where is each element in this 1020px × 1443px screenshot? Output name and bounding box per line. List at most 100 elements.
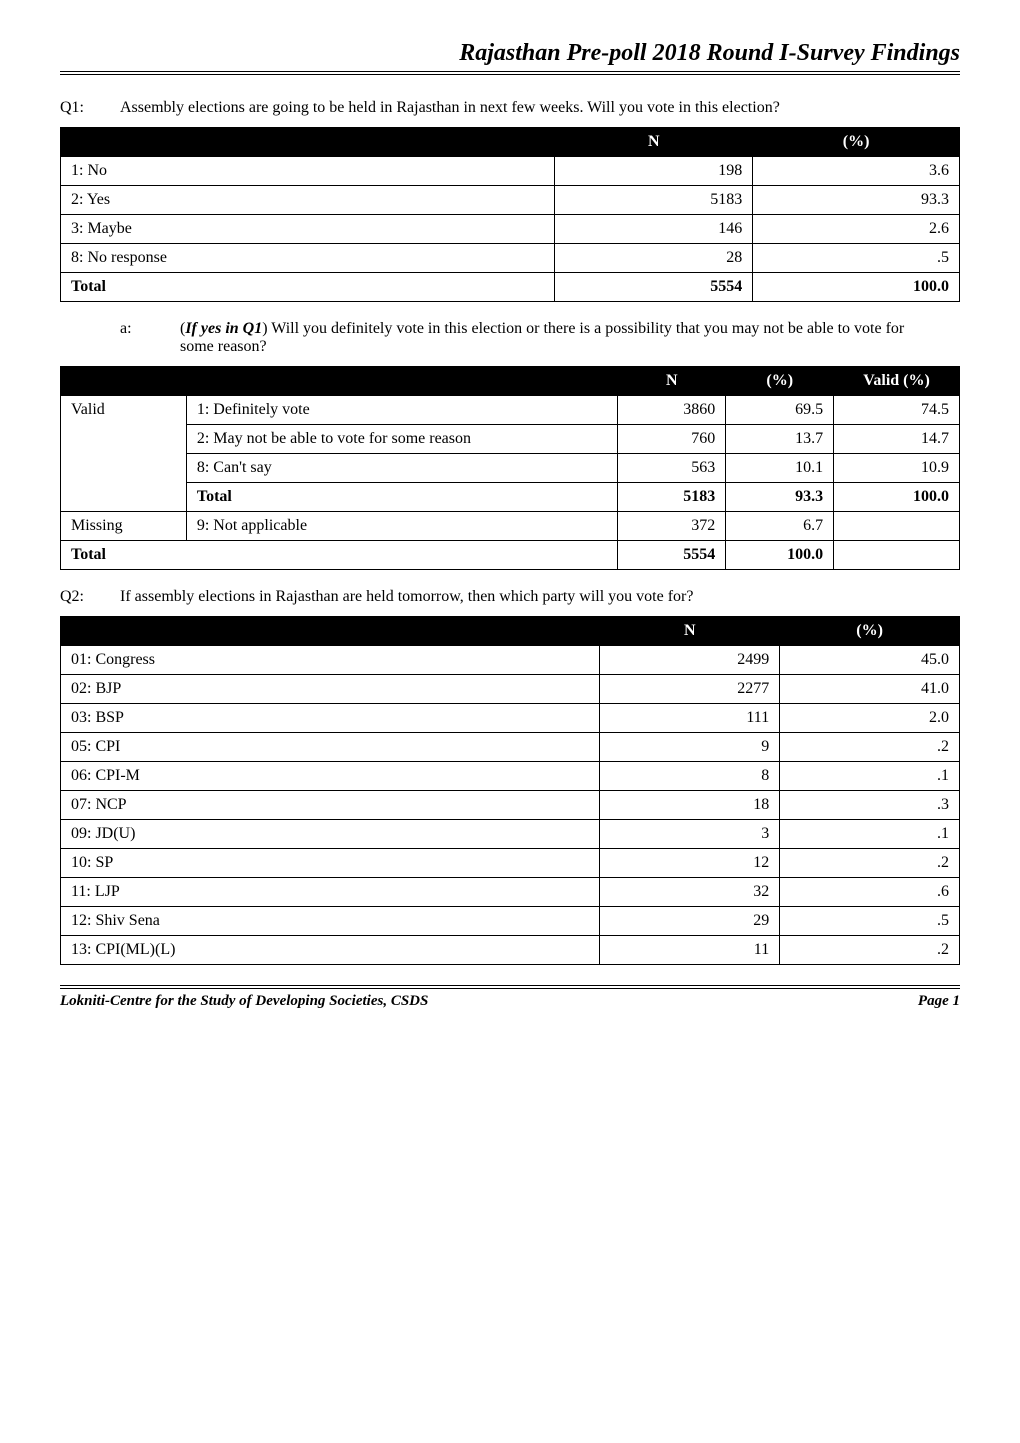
cell-n: 111 xyxy=(600,704,780,733)
cell-n: 5554 xyxy=(618,541,726,570)
cell-pct: .1 xyxy=(780,820,960,849)
cell-n: 28 xyxy=(555,244,753,273)
cell-pct: .5 xyxy=(780,907,960,936)
table-row-total: Total 5554 100.0 xyxy=(61,541,960,570)
cell-n: 760 xyxy=(618,425,726,454)
cell-label: 1: Definitely vote xyxy=(186,396,618,425)
table-row: 09: JD(U) 3 .1 xyxy=(61,820,960,849)
q2-block: Q2: If assembly elections in Rajasthan a… xyxy=(60,588,960,606)
q1-label: Q1: xyxy=(60,99,120,117)
cell-label: 2: May not be able to vote for some reas… xyxy=(186,425,618,454)
cell-pct: 45.0 xyxy=(780,646,960,675)
cell-n: 2277 xyxy=(600,675,780,704)
table-row: Valid 1: Definitely vote 3860 69.5 74.5 xyxy=(61,396,960,425)
cell-group: Missing xyxy=(61,512,187,541)
cell-label: 13: CPI(ML)(L) xyxy=(61,936,600,965)
q1-text: Assembly elections are going to be held … xyxy=(120,99,960,117)
cell-n: 3860 xyxy=(618,396,726,425)
table-row: 8: No response 28 .5 xyxy=(61,244,960,273)
cell-pct: 100.0 xyxy=(726,541,834,570)
cell-pct: 2.0 xyxy=(780,704,960,733)
footer-left: Lokniti-Centre for the Study of Developi… xyxy=(60,993,428,1010)
table-row-total: Total 5183 93.3 100.0 xyxy=(61,483,960,512)
cell-n: 5554 xyxy=(555,273,753,302)
cell-label: 03: BSP xyxy=(61,704,600,733)
cell-valid: 74.5 xyxy=(834,396,960,425)
table-header-row: N (%) Valid (%) xyxy=(61,367,960,396)
th-pct: (%) xyxy=(780,617,960,646)
cell-label: 12: Shiv Sena xyxy=(61,907,600,936)
cell-label: 9: Not applicable xyxy=(186,512,618,541)
cell-n: 29 xyxy=(600,907,780,936)
q2-text: If assembly elections in Rajasthan are h… xyxy=(120,588,960,606)
cell-n: 146 xyxy=(555,215,753,244)
th-blank xyxy=(61,128,555,157)
q1a-table: N (%) Valid (%) Valid 1: Definitely vote… xyxy=(60,366,960,570)
table-row: 12: Shiv Sena 29 .5 xyxy=(61,907,960,936)
cell-valid: 100.0 xyxy=(834,483,960,512)
table-row: 03: BSP 111 2.0 xyxy=(61,704,960,733)
table-row: 07: NCP 18 .3 xyxy=(61,791,960,820)
th-pct: (%) xyxy=(753,128,960,157)
q2-table: N (%) 01: Congress 2499 45.0 02: BJP 227… xyxy=(60,616,960,965)
th-blank xyxy=(61,367,187,396)
cell-pct: .2 xyxy=(780,936,960,965)
cell-valid: 14.7 xyxy=(834,425,960,454)
table-row: 2: Yes 5183 93.3 xyxy=(61,186,960,215)
table-row: 2: May not be able to vote for some reas… xyxy=(61,425,960,454)
page-title: Rajasthan Pre-poll 2018 Round I-Survey F… xyxy=(60,40,960,67)
q1a-emph: If yes in Q1 xyxy=(185,320,262,337)
table-header-row: N (%) xyxy=(61,617,960,646)
cell-pct: .2 xyxy=(780,849,960,878)
cell-pct: 69.5 xyxy=(726,396,834,425)
q1a-label: a: xyxy=(120,320,180,356)
cell-pct: .2 xyxy=(780,733,960,762)
q1a-suffix: ) Will you definitely vote in this elect… xyxy=(180,320,904,355)
th-n: N xyxy=(618,367,726,396)
th-blank xyxy=(61,617,600,646)
q1a-text: (If yes in Q1) Will you definitely vote … xyxy=(180,320,960,356)
cell-pct: 6.7 xyxy=(726,512,834,541)
cell-pct: 41.0 xyxy=(780,675,960,704)
cell-pct: .3 xyxy=(780,791,960,820)
cell-pct: 2.6 xyxy=(753,215,960,244)
th-pct: (%) xyxy=(726,367,834,396)
table-row: 8: Can't say 563 10.1 10.9 xyxy=(61,454,960,483)
th-valid: Valid (%) xyxy=(834,367,960,396)
th-n: N xyxy=(600,617,780,646)
cell-n: 11 xyxy=(600,936,780,965)
cell-label: 2: Yes xyxy=(61,186,555,215)
cell-n: 32 xyxy=(600,878,780,907)
cell-pct: .6 xyxy=(780,878,960,907)
q1-table: N (%) 1: No 198 3.6 2: Yes 5183 93.3 3: … xyxy=(60,127,960,302)
cell-label: Total xyxy=(186,483,618,512)
table-row: 02: BJP 2277 41.0 xyxy=(61,675,960,704)
cell-n: 2499 xyxy=(600,646,780,675)
q1-block: Q1: Assembly elections are going to be h… xyxy=(60,99,960,117)
th-blank2 xyxy=(186,367,618,396)
cell-label: 10: SP xyxy=(61,849,600,878)
cell-valid xyxy=(834,541,960,570)
table-row: 06: CPI-M 8 .1 xyxy=(61,762,960,791)
cell-label: 01: Congress xyxy=(61,646,600,675)
cell-pct: .1 xyxy=(780,762,960,791)
cell-pct: 13.7 xyxy=(726,425,834,454)
cell-pct: 93.3 xyxy=(726,483,834,512)
cell-n: 563 xyxy=(618,454,726,483)
cell-label: 09: JD(U) xyxy=(61,820,600,849)
footer-right: Page 1 xyxy=(918,993,960,1010)
table-header-row: N (%) xyxy=(61,128,960,157)
cell-label: 8: No response xyxy=(61,244,555,273)
cell-label: 1: No xyxy=(61,157,555,186)
cell-n: 5183 xyxy=(555,186,753,215)
cell-n: 12 xyxy=(600,849,780,878)
cell-group: Valid xyxy=(61,396,187,512)
cell-pct: 3.6 xyxy=(753,157,960,186)
cell-n: 3 xyxy=(600,820,780,849)
cell-label: 8: Can't say xyxy=(186,454,618,483)
q1a-block: a: (If yes in Q1) Will you definitely vo… xyxy=(60,320,960,356)
table-row: 3: Maybe 146 2.6 xyxy=(61,215,960,244)
cell-n: 9 xyxy=(600,733,780,762)
table-row: 11: LJP 32 .6 xyxy=(61,878,960,907)
cell-n: 198 xyxy=(555,157,753,186)
